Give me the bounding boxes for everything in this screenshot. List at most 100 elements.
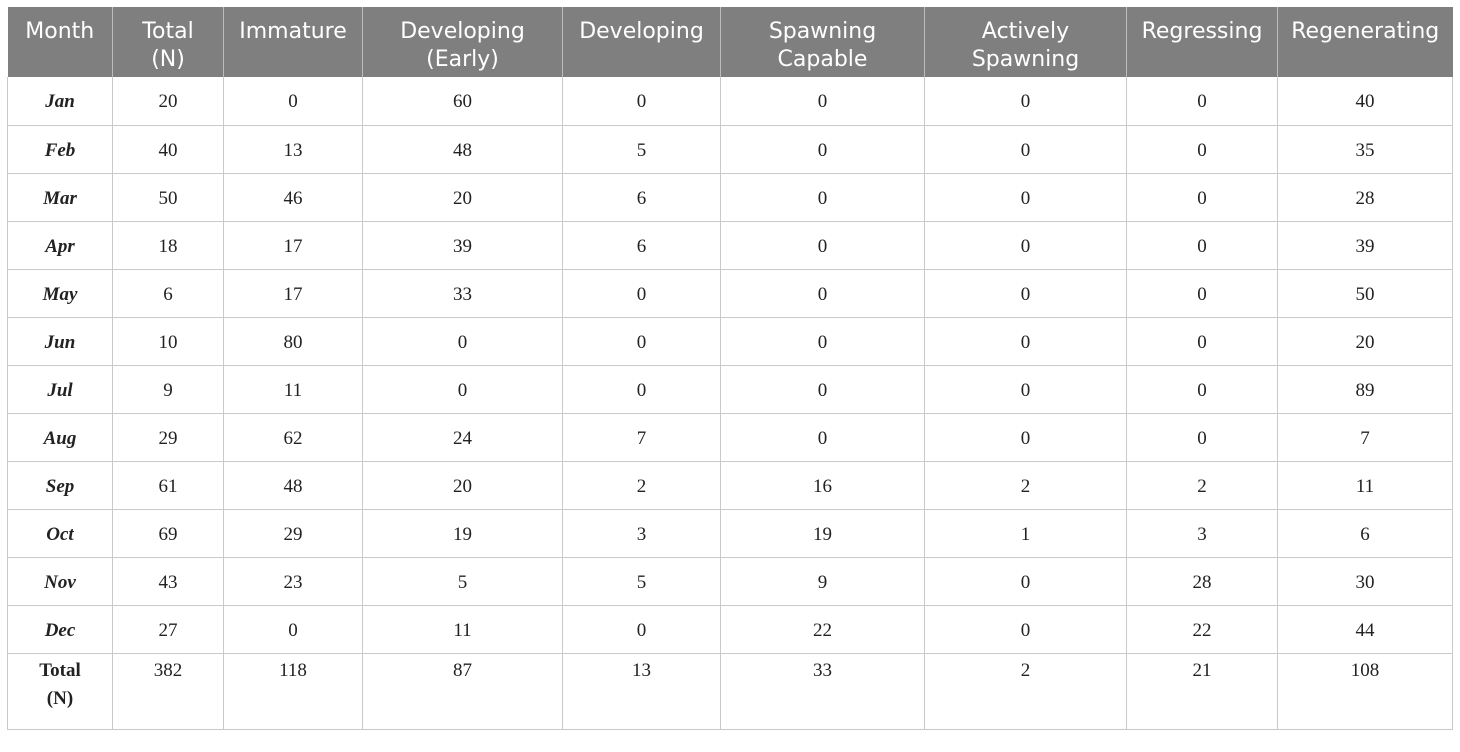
month-cell: Aug bbox=[7, 413, 113, 462]
table-cell: 27 bbox=[112, 605, 224, 654]
column-header: Immature bbox=[223, 7, 363, 77]
column-header-text: (Early) bbox=[426, 47, 499, 72]
table-cell: 48 bbox=[223, 461, 363, 510]
table-cell: 89 bbox=[1277, 365, 1453, 414]
month-cell: Mar bbox=[7, 173, 113, 222]
column-header-text: Developing bbox=[400, 19, 525, 44]
table-cell: 3 bbox=[562, 509, 721, 558]
table-cell: 29 bbox=[223, 509, 363, 558]
table-cell: 0 bbox=[223, 77, 363, 126]
table-cell: 0 bbox=[1126, 125, 1278, 174]
table-cell: 43 bbox=[112, 557, 224, 606]
table-cell: 19 bbox=[362, 509, 563, 558]
table-cell: 0 bbox=[362, 317, 563, 366]
table-row: Oct 69 29 19 3 19 1 3 6 bbox=[7, 509, 1453, 558]
table-cell: 1 bbox=[924, 509, 1127, 558]
table-cell: 0 bbox=[924, 365, 1127, 414]
table-cell: 0 bbox=[720, 413, 925, 462]
table-cell: 17 bbox=[223, 269, 363, 318]
table-row: Jan 20 0 60 0 0 0 0 40 bbox=[7, 77, 1453, 126]
table-cell: 6 bbox=[562, 221, 721, 270]
table-cell: 7 bbox=[562, 413, 721, 462]
table-cell: 0 bbox=[1126, 221, 1278, 270]
total-label-text: (N) bbox=[46, 687, 74, 709]
table-cell: 0 bbox=[720, 125, 925, 174]
table-cell: 22 bbox=[1126, 605, 1278, 654]
table-cell: 46 bbox=[223, 173, 363, 222]
table-cell: 11 bbox=[362, 605, 563, 654]
table-cell: 0 bbox=[924, 413, 1127, 462]
table-cell: 13 bbox=[223, 125, 363, 174]
month-cell: Sep bbox=[7, 461, 113, 510]
total-cell: 2 bbox=[924, 653, 1127, 730]
column-header: Regenerating bbox=[1277, 7, 1453, 77]
table-cell: 62 bbox=[223, 413, 363, 462]
header-row: Month Total (N) Immature Developing (Early) De… bbox=[7, 7, 1453, 77]
table-cell: 2 bbox=[1126, 461, 1278, 510]
table-cell: 20 bbox=[362, 173, 563, 222]
table-cell: 9 bbox=[720, 557, 925, 606]
column-header-text: Capable bbox=[777, 47, 868, 72]
table-cell: 0 bbox=[924, 77, 1127, 126]
table-cell: 2 bbox=[924, 461, 1127, 510]
month-cell: Jul bbox=[7, 365, 113, 414]
table-cell: 0 bbox=[1126, 173, 1278, 222]
table-cell: 24 bbox=[362, 413, 563, 462]
table-cell: 7 bbox=[1277, 413, 1453, 462]
table-cell: 0 bbox=[562, 365, 721, 414]
table-cell: 0 bbox=[924, 317, 1127, 366]
column-header-text: Regressing bbox=[1141, 19, 1263, 44]
table-cell: 50 bbox=[112, 173, 224, 222]
column-header: Developing (Early) bbox=[362, 7, 563, 77]
table-cell: 0 bbox=[924, 557, 1127, 606]
table-cell: 0 bbox=[562, 605, 721, 654]
column-header-text: Actively bbox=[981, 19, 1070, 44]
table-cell: 20 bbox=[112, 77, 224, 126]
total-cell: 21 bbox=[1126, 653, 1278, 730]
table-cell: 20 bbox=[362, 461, 563, 510]
table-cell: 35 bbox=[1277, 125, 1453, 174]
table-row: Dec 27 0 11 0 22 0 22 44 bbox=[7, 605, 1453, 654]
table-cell: 0 bbox=[924, 125, 1127, 174]
table-cell: 39 bbox=[1277, 221, 1453, 270]
table-cell: 9 bbox=[112, 365, 224, 414]
table-cell: 3 bbox=[1126, 509, 1278, 558]
table-cell: 0 bbox=[562, 317, 721, 366]
table-cell: 16 bbox=[720, 461, 925, 510]
table-cell: 5 bbox=[362, 557, 563, 606]
table-cell: 11 bbox=[1277, 461, 1453, 510]
table-cell: 17 bbox=[223, 221, 363, 270]
table-cell: 11 bbox=[223, 365, 363, 414]
month-cell: Jan bbox=[7, 77, 113, 126]
table-cell: 0 bbox=[924, 221, 1127, 270]
table-cell: 0 bbox=[1126, 77, 1278, 126]
table-row: Aug 29 62 24 7 0 0 0 7 bbox=[7, 413, 1453, 462]
table-cell: 29 bbox=[112, 413, 224, 462]
table-cell: 0 bbox=[1126, 365, 1278, 414]
total-label-text: Total bbox=[39, 659, 81, 681]
column-header: Total (N) bbox=[112, 7, 224, 77]
table-cell: 0 bbox=[562, 269, 721, 318]
column-header-text: Spawning bbox=[971, 47, 1080, 72]
table-cell: 0 bbox=[720, 317, 925, 366]
table-cell: 10 bbox=[112, 317, 224, 366]
column-header-text: Total bbox=[142, 19, 194, 44]
table-cell: 0 bbox=[720, 77, 925, 126]
table-cell: 2 bbox=[562, 461, 721, 510]
column-header: Actively Spawning bbox=[924, 7, 1127, 77]
table-cell: 0 bbox=[1126, 317, 1278, 366]
total-cell: 118 bbox=[223, 653, 363, 730]
table-cell: 0 bbox=[924, 605, 1127, 654]
table-row: Jun 10 80 0 0 0 0 0 20 bbox=[7, 317, 1453, 366]
column-header-text: Month bbox=[25, 19, 95, 44]
table-cell: 0 bbox=[720, 221, 925, 270]
table-cell: 44 bbox=[1277, 605, 1453, 654]
table-cell: 0 bbox=[924, 173, 1127, 222]
table-cell: 61 bbox=[112, 461, 224, 510]
column-header-text: Spawning bbox=[768, 19, 877, 44]
table-cell: 0 bbox=[223, 605, 363, 654]
table-cell: 22 bbox=[720, 605, 925, 654]
month-cell: Feb bbox=[7, 125, 113, 174]
column-header: Developing bbox=[562, 7, 721, 77]
table-cell: 80 bbox=[223, 317, 363, 366]
